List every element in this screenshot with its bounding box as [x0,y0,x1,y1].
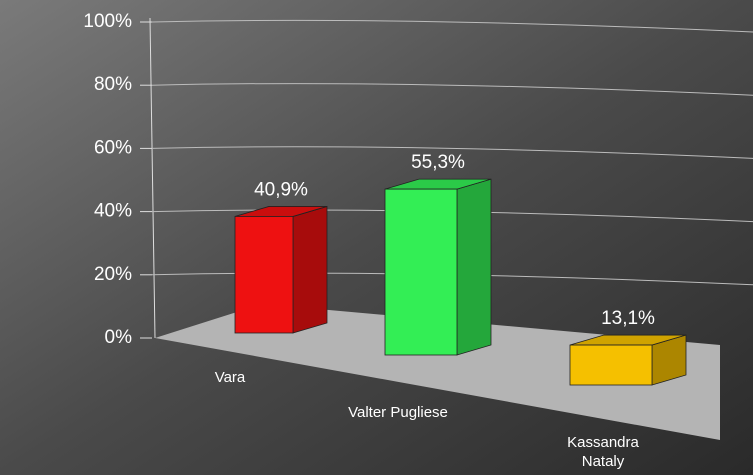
value-label: 55,3% [411,152,465,173]
y-tick-label: 40% [94,201,132,222]
y-tick-label: 80% [94,74,132,95]
bar [384,188,458,356]
value-label: 40,9% [254,179,308,200]
y-tick-label: 100% [83,11,132,32]
grid-line [151,146,753,159]
x-tick-label: Kassandra Nataly [567,434,639,470]
floor [155,304,720,440]
x-tick-label: Valter Pugliese [348,404,448,421]
bar-side [292,205,328,334]
grid-line [151,19,753,33]
bar [569,344,653,386]
bar [234,216,294,334]
y-tick-label: 60% [94,137,132,158]
y-tick-label: 0% [105,327,133,348]
x-tick-label: Vara [215,369,246,386]
value-label: 13,1% [601,308,655,329]
y-axis [149,17,156,339]
grid-line [151,83,753,96]
y-tick-label: 20% [94,264,132,285]
bar-side [456,178,492,356]
